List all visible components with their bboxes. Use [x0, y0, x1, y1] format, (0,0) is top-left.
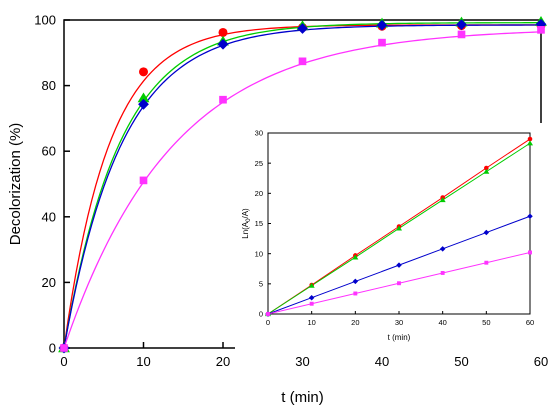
main-x-tick-label: 30: [295, 354, 309, 369]
main-data-point-3: [219, 95, 227, 104]
main-x-tick-label: 50: [454, 354, 468, 369]
main-data-point-3: [298, 57, 307, 66]
inset-y-title-part: Ln(A: [241, 221, 250, 239]
inset-y-tick-label: 5: [259, 280, 263, 289]
inset-data-point-3: [484, 260, 489, 265]
main-y-tick-label: 100: [34, 13, 56, 28]
main-data-point-2: [297, 23, 308, 34]
main-data-point-3: [378, 38, 386, 47]
main-y-tick-label: 40: [42, 209, 56, 224]
inset-x-tick-label: 60: [526, 318, 534, 327]
main-x-tick-label: 20: [216, 354, 230, 369]
inset-y-tick-label: 0: [259, 310, 263, 319]
main-x-tick-label: 40: [375, 354, 389, 369]
main-data-point-3: [60, 344, 68, 352]
inset-x-tick-label: 50: [482, 318, 490, 327]
inset-background: [235, 123, 545, 350]
inset-data-point-2: [439, 246, 446, 252]
main-data-point-0: [139, 67, 148, 77]
inset-y-tick-label: 25: [255, 159, 263, 168]
inset-data-point-3: [309, 301, 314, 306]
main-data-point-3: [139, 176, 148, 185]
inset-data-point-2: [352, 278, 359, 285]
main-data-point-2: [138, 98, 149, 110]
inset-data-point-3: [266, 312, 270, 316]
inset-y-axis-title: Ln(A0/A): [241, 208, 252, 239]
inset-x-tick-label: 10: [307, 318, 315, 327]
main-data-point-2: [217, 38, 229, 50]
main-x-tick-label: 60: [534, 354, 548, 369]
inset-x-tick-label: 20: [351, 318, 359, 327]
inset-data-point-2: [308, 294, 315, 301]
inset-data-point-3: [528, 250, 532, 255]
main-data-point-3: [537, 26, 545, 34]
inset-y-title-subscript: 0: [246, 218, 252, 222]
inset-data-point-3: [440, 271, 445, 275]
inset-data-point-0: [484, 165, 489, 171]
main-y-tick-label: 0: [49, 341, 56, 356]
inset-data-point-2: [396, 262, 402, 268]
inset-x-axis-title: t (min): [388, 333, 411, 342]
main-data-point-0: [218, 27, 228, 37]
inset-data-point-2: [527, 213, 533, 220]
inset-data-point-1: [395, 225, 403, 231]
inset-y-tick-label: 20: [255, 189, 263, 198]
main-data-point-3: [457, 30, 466, 39]
inset-data-point-1: [526, 140, 534, 146]
main-y-tick-label: 20: [42, 275, 56, 290]
inset-y-tick-label: 30: [255, 129, 263, 138]
main-x-axis-title: t (min): [281, 389, 324, 406]
inset-data-point-1: [352, 254, 359, 260]
main-y-tick-label: 60: [42, 144, 56, 159]
main-y-axis-title: Decolorization (%): [7, 123, 24, 246]
inset-x-tick-label: 40: [438, 318, 446, 327]
inset-x-tick-label: 0: [266, 318, 270, 327]
main-data-point-2: [376, 19, 388, 31]
main-data-point-1: [137, 92, 150, 103]
main-x-tick-label: 0: [60, 354, 67, 369]
inset-x-tick-label: 30: [395, 318, 403, 327]
inset-data-point-1: [483, 168, 490, 174]
main-data-point-2: [535, 18, 547, 30]
inset-data-point-3: [353, 291, 358, 296]
main-x-tick-label: 10: [136, 354, 150, 369]
inset-data-point-0: [527, 136, 533, 142]
inset-data-point-1: [308, 282, 315, 288]
inset-data-point-2: [483, 229, 490, 236]
main-y-tick-label: 80: [42, 78, 56, 93]
inset-data-point-3: [397, 281, 401, 286]
inset-y-title-tail: /A): [241, 208, 250, 219]
inset-y-tick-label: 15: [255, 219, 263, 228]
main-data-point-2: [456, 19, 467, 30]
inset-y-tick-label: 10: [255, 249, 263, 258]
inset-data-point-1: [439, 197, 446, 203]
